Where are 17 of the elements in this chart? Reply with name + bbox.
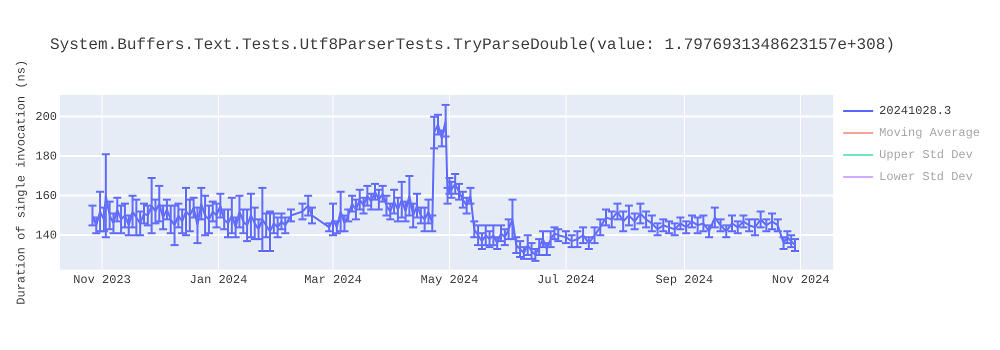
x-tick-label: Nov 2024 <box>772 272 830 287</box>
y-tick-label: 200 <box>35 110 58 124</box>
x-tick-label: Sep 2024 <box>655 272 714 287</box>
legend-label: Upper Std Dev <box>879 148 973 162</box>
y-axis-title: Duration of single invocation (ns) <box>14 60 28 305</box>
y-tick-label: 180 <box>35 149 58 164</box>
legend-label: Lower Std Dev <box>879 170 973 184</box>
y-tick-label: 160 <box>35 188 58 203</box>
y-tick-label: 140 <box>35 228 58 242</box>
legend-label: Moving Average <box>879 126 980 140</box>
x-tick-label: Jul 2024 <box>537 272 595 287</box>
x-tick-label: May 2024 <box>420 272 478 287</box>
chart-title: System.Buffers.Text.Tests.Utf8ParserTests.TryParseDouble(value: 1.7976931348623157e+308) <box>50 36 895 54</box>
x-tick-label: Jan 2024 <box>190 272 248 287</box>
x-tick-label: Nov 2023 <box>73 272 131 287</box>
legend-label: 20241028.3 <box>879 104 952 118</box>
x-tick-label: Mar 2024 <box>304 272 362 287</box>
